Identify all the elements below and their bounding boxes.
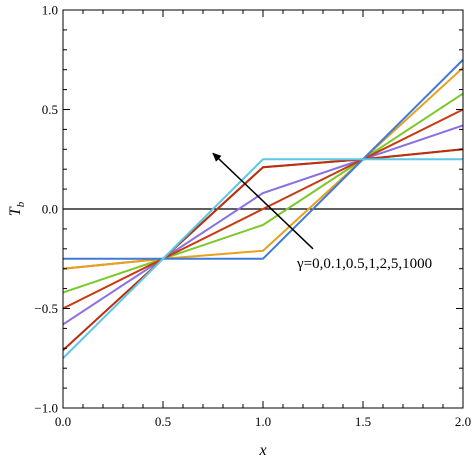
y-tick-label: 1.0	[42, 3, 58, 18]
annotation-arrow	[212, 152, 314, 250]
x-tick-label: 1.0	[255, 414, 271, 429]
series-line-2	[62, 124, 464, 326]
x-tick-label: 0.0	[55, 414, 71, 429]
y-tick-label: −0.5	[34, 301, 58, 316]
y-axis-label: Tb	[7, 201, 27, 216]
annotation-label: γ=0,0.1,0.5,1,2,5,1000	[296, 256, 432, 272]
series-line-4	[62, 66, 464, 270]
x-tick-label: 0.5	[155, 414, 171, 429]
series-line-6	[62, 148, 464, 352]
y-tick-label: 0.5	[42, 102, 58, 117]
x-tick-label: 1.5	[355, 414, 371, 429]
y-axis-label-subscript: b	[15, 201, 27, 207]
series-line-3	[62, 92, 464, 294]
plot-area: 0.0 0.5 1.0 1.5 2.0 −1.0 −0.5 0.0 0.5 1.0 x Tb γ=0,0…	[7, 3, 471, 460]
x-axis-label: x	[258, 442, 266, 459]
series-line-8	[62, 158, 463, 359]
x-tick-label: 2.0	[455, 414, 471, 429]
y-axis-label-main: T	[7, 206, 24, 216]
y-tick-label: −1.0	[34, 401, 58, 416]
series-line-5	[62, 108, 464, 310]
y-tick-label: 0.0	[42, 202, 58, 217]
series-line-7	[63, 59, 464, 260]
